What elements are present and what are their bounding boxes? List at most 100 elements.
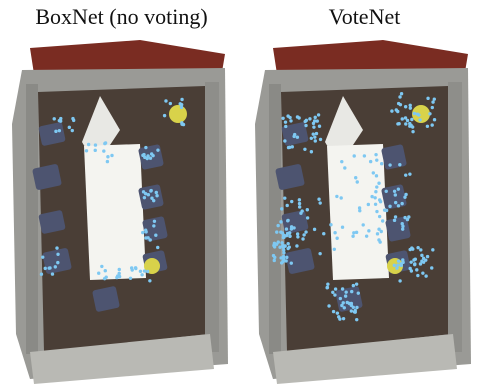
- seed-point: [278, 245, 282, 249]
- seed-point: [408, 121, 412, 126]
- right-wall-strip: [448, 82, 462, 352]
- seed-point: [354, 230, 359, 235]
- seed-point: [416, 245, 420, 250]
- seed-point: [283, 120, 288, 124]
- seed-point: [154, 233, 158, 237]
- seed-point: [400, 117, 404, 121]
- seed-point: [325, 285, 330, 290]
- back-wall: [273, 40, 468, 74]
- seed-point: [361, 223, 365, 227]
- seed-point: [302, 233, 306, 237]
- seed-point: [289, 261, 293, 265]
- seed-point: [179, 102, 184, 107]
- seed-point: [370, 194, 374, 199]
- seed-point: [281, 233, 286, 237]
- seed-point: [57, 118, 62, 123]
- seed-point: [396, 263, 400, 267]
- seed-point: [283, 196, 287, 200]
- seed-point: [93, 143, 98, 147]
- seed-point: [425, 124, 430, 129]
- seed-point: [344, 290, 348, 294]
- seed-point: [405, 217, 410, 222]
- seed-point: [333, 231, 337, 235]
- seed-point: [408, 266, 412, 271]
- seed-point: [164, 99, 168, 103]
- seed-point: [401, 258, 405, 262]
- seed-point: [84, 149, 89, 153]
- seed-point: [282, 248, 286, 252]
- seed-point: [354, 282, 359, 286]
- seed-point: [309, 136, 314, 140]
- scene-render-votenet: [255, 40, 471, 384]
- seed-point: [340, 287, 345, 291]
- seed-point: [53, 265, 58, 269]
- seed-point: [115, 274, 120, 278]
- seed-point: [156, 245, 160, 250]
- seed-point: [143, 191, 148, 196]
- seed-point: [311, 132, 315, 136]
- seed-point: [311, 121, 316, 126]
- seed-point: [327, 304, 331, 308]
- seed-point: [392, 218, 397, 223]
- seed-point: [284, 233, 289, 238]
- seed-point: [388, 204, 392, 209]
- seed-point: [281, 254, 286, 259]
- seed-point: [297, 116, 301, 120]
- seed-point: [47, 266, 51, 270]
- seed-point: [272, 258, 276, 263]
- seed-point: [70, 128, 74, 133]
- seed-point: [432, 118, 437, 122]
- seed-point: [322, 231, 326, 236]
- seed-point: [403, 105, 408, 109]
- seed-point: [309, 150, 314, 154]
- seed-point: [152, 224, 156, 228]
- seed-point: [409, 260, 413, 264]
- seed-point: [271, 253, 276, 258]
- seed-point: [318, 201, 322, 205]
- seed-point: [110, 153, 114, 158]
- seed-point: [288, 234, 292, 238]
- seed-point: [404, 192, 408, 197]
- seed-point: [397, 121, 401, 126]
- seed-point: [57, 128, 62, 133]
- right-wall-strip: [205, 82, 219, 352]
- lamp: [412, 105, 430, 123]
- seed-point: [150, 196, 154, 200]
- seed-point: [148, 279, 152, 283]
- seed-point: [281, 116, 285, 120]
- seed-point: [149, 152, 154, 156]
- seed-point: [378, 199, 383, 204]
- seed-point: [411, 129, 415, 134]
- room-scene: [12, 40, 228, 384]
- seed-point: [366, 202, 371, 207]
- seed-point: [353, 308, 357, 313]
- seed-point: [408, 247, 412, 252]
- seed-points: [271, 91, 437, 322]
- seed-point: [340, 303, 344, 308]
- seed-point: [404, 122, 408, 126]
- scene-render-boxnet: [12, 40, 228, 384]
- seed-point: [408, 172, 412, 176]
- seed-point: [377, 214, 382, 219]
- seed-point: [142, 195, 147, 200]
- chair: [38, 210, 66, 234]
- seed-point: [317, 124, 322, 128]
- seed-point: [103, 141, 108, 145]
- chair: [281, 210, 309, 234]
- seed-point: [286, 246, 290, 251]
- left-wall-strip: [26, 84, 38, 354]
- seed-point: [420, 259, 424, 263]
- seed-point: [432, 97, 436, 101]
- seed-point: [295, 135, 300, 139]
- seed-point: [408, 106, 413, 110]
- seed-point: [410, 125, 415, 129]
- seed-point: [416, 273, 420, 278]
- seed-point: [430, 123, 434, 127]
- seed-point: [50, 272, 55, 276]
- seed-point: [143, 155, 147, 160]
- seed-point: [326, 282, 330, 286]
- seed-point: [410, 117, 414, 122]
- seed-point: [148, 156, 153, 160]
- seed-point: [341, 301, 345, 305]
- seed-point: [357, 206, 362, 210]
